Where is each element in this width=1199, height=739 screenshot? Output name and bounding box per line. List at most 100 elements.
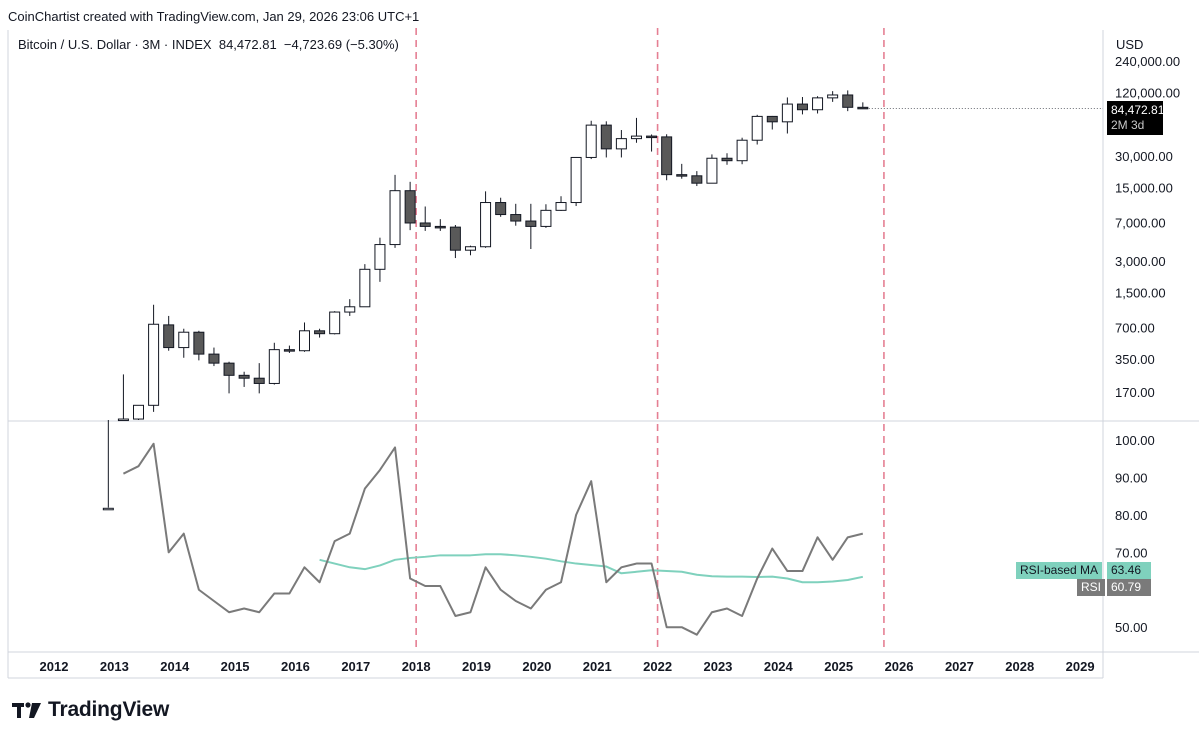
candle-body <box>525 220 537 227</box>
candle-body <box>781 103 793 123</box>
rsi-tick-label: 50.00 <box>1115 620 1148 635</box>
candle <box>404 181 416 231</box>
time-tick-label: 2018 <box>402 659 431 674</box>
candle <box>208 347 220 367</box>
candle-body <box>283 349 295 352</box>
candle <box>148 304 160 412</box>
candle <box>555 196 567 211</box>
candle <box>570 156 582 207</box>
candle-body <box>661 136 673 176</box>
candle-body <box>630 135 642 140</box>
candle <box>600 121 612 158</box>
candle-body <box>344 306 356 313</box>
candle-body <box>359 268 371 308</box>
price-tick-label: 240,000.00 <box>1115 54 1180 69</box>
candle-body <box>464 246 476 251</box>
candle-body <box>691 175 703 184</box>
time-axis[interactable]: 2012 2013 2014 2015 2016 2017 2018 2019 2020 2021… <box>40 659 1095 674</box>
candlestick-series <box>102 90 1103 511</box>
price-tick-label: 30,000.00 <box>1115 149 1173 164</box>
candle-body <box>102 507 114 511</box>
pane-borders <box>7 30 1199 679</box>
candle-body <box>374 244 386 270</box>
rsi-label: RSI <box>1081 580 1102 594</box>
candle <box>525 203 537 250</box>
rsi-ma-value: 63.46 <box>1111 563 1142 577</box>
price-tick-label: 7,000.00 <box>1115 215 1166 230</box>
rsi-ma-label: RSI-based MA <box>1020 563 1099 577</box>
candle-body <box>751 115 763 141</box>
candle <box>691 171 703 187</box>
candle <box>268 342 280 385</box>
rsi-ma-tag: RSI-based MA <box>1016 562 1103 579</box>
time-tick-label: 2019 <box>462 659 491 674</box>
candle-body <box>570 156 582 204</box>
price-tick-label: 170.00 <box>1115 385 1155 400</box>
candle-body <box>389 190 401 246</box>
price-tick-label: 15,000.00 <box>1115 181 1173 196</box>
time-tick-label: 2027 <box>945 659 974 674</box>
candle <box>102 420 114 511</box>
price-axis[interactable]: 240,000.00 120,000.00 30,000.00 15,000.00 7,… <box>1115 54 1180 400</box>
candle-body <box>495 202 507 216</box>
candle <box>314 328 326 338</box>
candle-body <box>329 311 341 335</box>
last-price-tag: 84,472.81 2M 3d <box>1107 101 1165 135</box>
symbol-last-price: 84,472.81 <box>218 37 277 52</box>
candle <box>661 134 673 181</box>
price-tick-label: 700.00 <box>1115 320 1155 335</box>
candle-body <box>796 103 808 111</box>
price-tick-label: 120,000.00 <box>1115 86 1180 101</box>
currency-label[interactable]: USD <box>1116 37 1144 52</box>
candle-body <box>555 202 567 211</box>
candle-body <box>615 138 627 150</box>
candle <box>163 315 175 351</box>
rsi-ma-line <box>319 553 864 584</box>
candle <box>857 102 869 110</box>
candle-body <box>419 222 431 227</box>
tradingview-icon <box>12 702 41 718</box>
candle <box>721 153 733 165</box>
candle-body <box>133 404 145 420</box>
candle-body <box>193 331 205 355</box>
candle <box>827 91 839 102</box>
rsi-axis[interactable]: 100.00 90.00 80.00 70.00 50.00 <box>1115 433 1155 635</box>
time-tick-label: 2023 <box>703 659 732 674</box>
rsi-ma-value-tag: 63.46 <box>1107 562 1151 579</box>
rsi-line <box>122 442 864 636</box>
rsi-value-tag: 60.79 <box>1107 579 1151 596</box>
candle <box>178 328 190 358</box>
candle-body <box>827 94 839 99</box>
candle-body <box>842 94 854 108</box>
candle <box>329 311 341 335</box>
candle <box>585 120 597 160</box>
candle <box>766 115 778 130</box>
candle-body <box>404 190 416 224</box>
candle <box>812 96 824 114</box>
rsi-tick-label: 100.00 <box>1115 433 1155 448</box>
symbol-name: Bitcoin / U.S. Dollar · 3M · INDEX <box>18 37 212 52</box>
candle-body <box>676 174 688 177</box>
candle <box>646 134 658 152</box>
candle-body <box>510 214 522 222</box>
time-tick-label: 2024 <box>764 659 794 674</box>
tradingview-logo[interactable]: TradingView <box>12 698 169 722</box>
candle-body <box>117 418 129 422</box>
candle-body <box>585 124 597 158</box>
candle <box>480 191 492 248</box>
candle-body <box>268 349 280 384</box>
candle <box>389 174 401 248</box>
price-tick-label: 3,000.00 <box>1115 254 1166 269</box>
candle <box>706 154 718 184</box>
rsi-tick-label: 90.00 <box>1115 470 1148 485</box>
candle <box>238 371 250 387</box>
time-tick-label: 2026 <box>885 659 914 674</box>
candle <box>298 322 310 352</box>
last-price-value: 84,472.81 <box>1111 103 1165 117</box>
candle <box>464 245 476 256</box>
symbol-legend: Bitcoin / U.S. Dollar · 3M · INDEX 84,47… <box>18 37 399 52</box>
price-tick-label: 350.00 <box>1115 352 1155 367</box>
symbol-change: −4,723.69 (−5.30%) <box>283 37 399 52</box>
time-tick-label: 2013 <box>100 659 129 674</box>
